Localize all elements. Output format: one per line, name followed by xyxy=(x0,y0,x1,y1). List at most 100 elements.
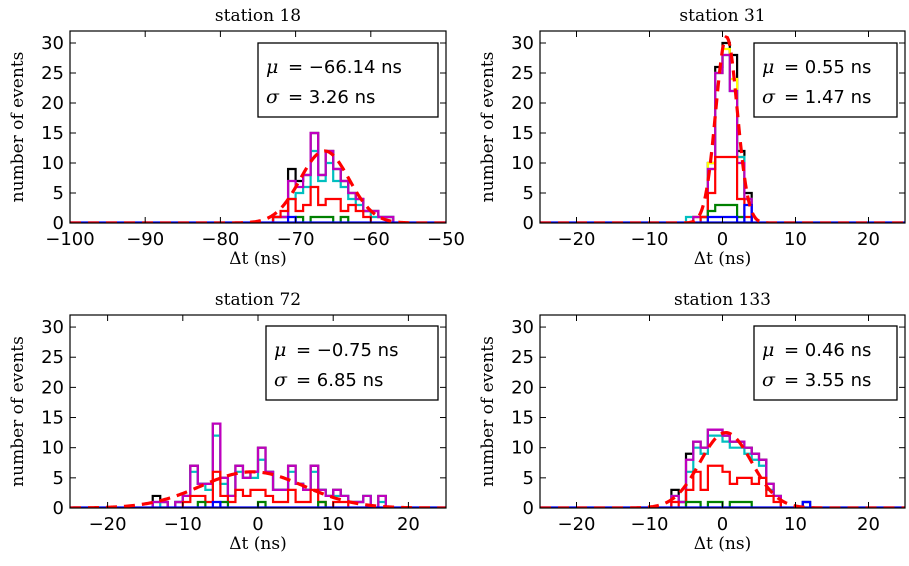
x-tick-label: −20 xyxy=(558,229,596,250)
sigma-symbol: σ xyxy=(274,369,288,391)
y-tick-label: 20 xyxy=(511,377,534,398)
x-tick-label: 20 xyxy=(857,229,880,250)
panel-1: station 18 −100 −90 −80 −70 −60 −50 0 5 10 15 20 25 3… xyxy=(8,6,465,269)
histogram-series-7 xyxy=(678,203,759,223)
y-axis-label: number of events xyxy=(478,336,498,487)
y-tick-label: 10 xyxy=(41,438,64,459)
plot-area xyxy=(540,35,905,223)
x-tick-label: 0 xyxy=(717,514,728,535)
x-tick-label: −80 xyxy=(201,229,239,250)
fit-stats-box: μ = −0.75 ns σ = 6.85 ns xyxy=(265,325,439,401)
y-tick-label: 20 xyxy=(511,93,534,114)
mu-value: = −66.14 ns xyxy=(288,57,402,78)
x-axis-label: Δt (ns) xyxy=(694,534,751,554)
x-tick-label: −10 xyxy=(631,229,669,250)
panel-title: station 31 xyxy=(679,6,765,26)
x-tick-label: 10 xyxy=(784,514,807,535)
y-tick-label: 5 xyxy=(53,468,64,489)
mu-value: = −0.75 ns xyxy=(296,340,398,361)
stats-box-frame xyxy=(753,42,898,118)
stats-box-frame xyxy=(753,325,898,401)
panel-title: station 133 xyxy=(674,290,771,310)
x-tick-label: −90 xyxy=(126,229,164,250)
y-tick-label: 30 xyxy=(511,33,534,54)
y-tick-label: 25 xyxy=(511,347,534,368)
y-tick-label: 15 xyxy=(41,123,64,144)
sigma-symbol: σ xyxy=(762,86,776,108)
sigma-value: = 6.85 ns xyxy=(296,370,383,391)
sigma-value: = 3.26 ns xyxy=(288,87,375,108)
gaussian-fit-line xyxy=(540,35,905,223)
y-tick-label: 20 xyxy=(41,93,64,114)
histogram-series-1 xyxy=(250,131,395,223)
panel-4: station 133 −20 −10 0 10 20 0 5 10 15 20 25 30 Δt (ns… xyxy=(478,290,906,554)
panel-title: station 18 xyxy=(215,6,301,26)
x-tick-label: 0 xyxy=(252,514,263,535)
axes-frame xyxy=(69,30,447,224)
x-axis-label: Δt (ns) xyxy=(229,249,286,269)
sigma-value: = 3.55 ns xyxy=(784,370,871,391)
histogram-series-3 xyxy=(664,428,811,508)
y-tick-label: 5 xyxy=(523,183,534,204)
stats-box-frame xyxy=(257,42,439,118)
y-tick-label: 10 xyxy=(511,153,534,174)
stats-box-frame xyxy=(265,325,439,401)
gaussian-fit-line xyxy=(540,431,905,508)
x-axis-label: Δt (ns) xyxy=(229,534,286,554)
x-tick-label: 10 xyxy=(322,514,345,535)
x-tick-label: −50 xyxy=(427,229,465,250)
mu-symbol: μ xyxy=(762,339,774,361)
x-tick-label: 0 xyxy=(717,229,728,250)
x-tick-label: −10 xyxy=(164,514,202,535)
histogram-series-4 xyxy=(678,53,759,223)
fit-stats-box: μ = 0.46 ns σ = 3.55 ns xyxy=(753,325,898,401)
x-tick-label: −10 xyxy=(631,514,669,535)
histogram-series-5 xyxy=(678,155,759,223)
histogram-series-5 xyxy=(250,215,394,223)
x-tick-label: −100 xyxy=(45,229,94,250)
x-axis-label: Δt (ns) xyxy=(694,249,751,269)
sigma-symbol: σ xyxy=(762,369,776,391)
y-tick-label: 0 xyxy=(523,498,534,519)
mu-symbol: μ xyxy=(762,56,774,78)
histogram-series-6 xyxy=(678,203,759,223)
y-tick-label: 30 xyxy=(511,317,534,338)
sigma-value: = 1.47 ns xyxy=(784,87,871,108)
x-tick-label: 10 xyxy=(784,229,807,250)
y-axis-label: number of events xyxy=(8,52,28,203)
y-axis-label: number of events xyxy=(8,336,28,487)
panel-2: station 31 −20 −10 0 10 20 0 5 10 15 20 25 30 Δt (ns)… xyxy=(478,6,906,269)
y-tick-label: 5 xyxy=(53,183,64,204)
y-tick-label: 25 xyxy=(511,63,534,84)
x-tick-label: 20 xyxy=(857,514,880,535)
x-tick-label: 20 xyxy=(397,514,420,535)
mu-symbol: μ xyxy=(266,56,278,78)
panel-3: station 72 −20 −10 0 10 20 0 5 10 15 20 25 30 Δt (ns)… xyxy=(8,290,447,554)
histogram-series-5 xyxy=(664,500,811,508)
y-tick-label: 15 xyxy=(511,123,534,144)
histogram-series-5 xyxy=(145,500,386,508)
plot-area xyxy=(70,422,446,508)
gaussian-fit-line xyxy=(70,470,446,508)
y-tick-label: 15 xyxy=(41,408,64,429)
x-tick-label: −20 xyxy=(558,514,596,535)
y-tick-label: 0 xyxy=(53,498,64,519)
y-tick-label: 25 xyxy=(41,347,64,368)
plot-area xyxy=(70,131,446,223)
histogram-series-4 xyxy=(664,464,811,508)
sigma-symbol: σ xyxy=(266,86,280,108)
y-tick-label: 0 xyxy=(523,213,534,234)
y-tick-label: 30 xyxy=(41,33,64,54)
y-tick-label: 10 xyxy=(511,438,534,459)
y-axis-label: number of events xyxy=(478,52,498,203)
panel-title: station 72 xyxy=(215,290,301,310)
histogram-series-4 xyxy=(250,185,394,223)
y-tick-label: 25 xyxy=(41,63,64,84)
y-tick-label: 5 xyxy=(523,468,534,489)
y-tick-label: 15 xyxy=(511,408,534,429)
mu-symbol: μ xyxy=(274,339,286,361)
y-tick-label: 0 xyxy=(53,213,64,234)
x-tick-label: −20 xyxy=(89,514,127,535)
y-tick-label: 30 xyxy=(41,317,64,338)
